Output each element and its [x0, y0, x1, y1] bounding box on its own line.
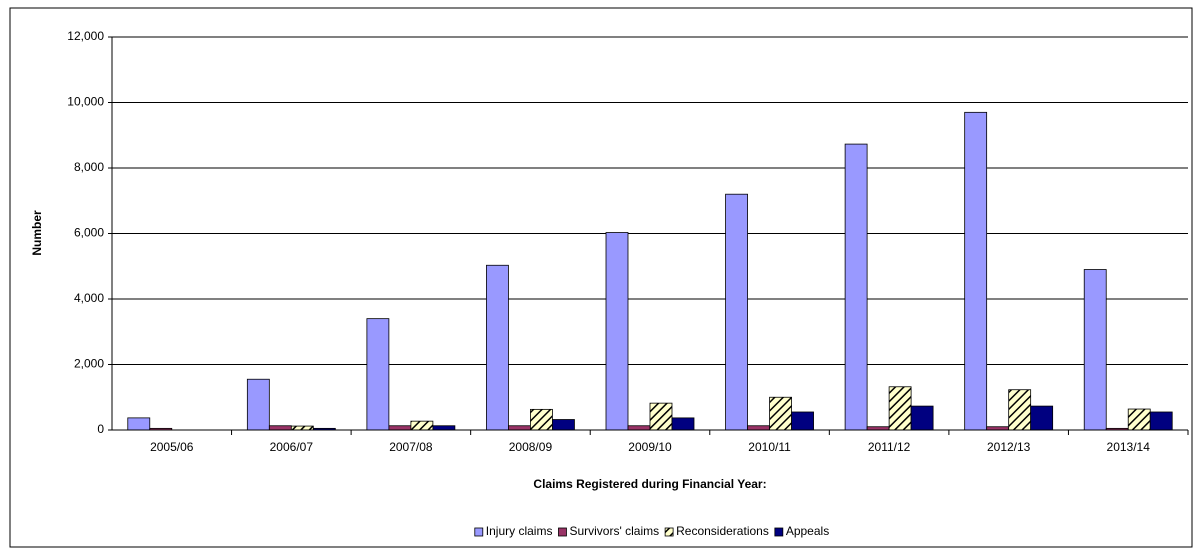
- bar: [366, 318, 390, 431]
- bar: [769, 396, 792, 431]
- bar: [290, 425, 314, 431]
- x-tick-label: 2007/08: [389, 440, 433, 454]
- y-tick-label: 8,000: [74, 160, 104, 174]
- x-tick-label: 2009/10: [628, 440, 672, 454]
- legend-label: Appeals: [786, 524, 829, 538]
- x-tick-label: 2010/11: [748, 440, 791, 454]
- bar: [268, 425, 292, 431]
- legend-label: Injury claims: [486, 524, 553, 538]
- x-tick-label: 2008/09: [509, 440, 553, 454]
- bar: [552, 419, 575, 431]
- bar: [888, 386, 912, 431]
- bar: [1127, 408, 1151, 431]
- bar: [747, 425, 770, 431]
- chart-frame: [9, 7, 1193, 548]
- y-tick-label: 12,000: [67, 29, 104, 43]
- bar: [844, 143, 868, 431]
- legend-swatch: [474, 527, 484, 537]
- bar: [725, 193, 748, 431]
- bar: [791, 411, 814, 431]
- y-axis-label: Number: [30, 210, 44, 256]
- bar: [508, 425, 531, 431]
- bar: [910, 405, 934, 431]
- bar: [1083, 269, 1107, 431]
- bar: [1030, 405, 1054, 431]
- y-tick-label: 0: [97, 422, 104, 436]
- bar: [605, 232, 629, 431]
- bar: [246, 378, 270, 431]
- legend-swatch: [664, 527, 674, 537]
- bar: [964, 111, 988, 431]
- bar: [127, 417, 151, 431]
- y-tick-label: 2,000: [74, 357, 104, 371]
- legend-swatch: [558, 527, 567, 537]
- legend-label: Survivors' claims: [569, 524, 659, 538]
- x-tick-label: 2013/14: [1107, 440, 1151, 454]
- bar: [530, 408, 553, 431]
- bar: [1149, 411, 1173, 431]
- y-tick-label: 6,000: [74, 226, 104, 240]
- legend-label: Reconsiderations: [676, 524, 769, 538]
- bar: [410, 420, 434, 431]
- bar: [671, 417, 695, 431]
- bar: [1008, 389, 1032, 431]
- x-axis-label: Claims Registered during Financial Year:: [533, 477, 766, 491]
- bar: [486, 264, 509, 431]
- x-tick-label: 2012/13: [987, 440, 1031, 454]
- bar: [627, 425, 651, 431]
- bar: [432, 425, 456, 431]
- x-tick-label: 2005/06: [150, 440, 194, 454]
- x-tick-label: 2006/07: [270, 440, 314, 454]
- y-tick-label: 4,000: [74, 291, 104, 305]
- legend-swatch: [774, 527, 784, 537]
- bar: [388, 425, 412, 431]
- y-tick-label: 10,000: [67, 95, 104, 109]
- bar: [649, 402, 673, 431]
- x-tick-label: 2011/12: [868, 440, 911, 454]
